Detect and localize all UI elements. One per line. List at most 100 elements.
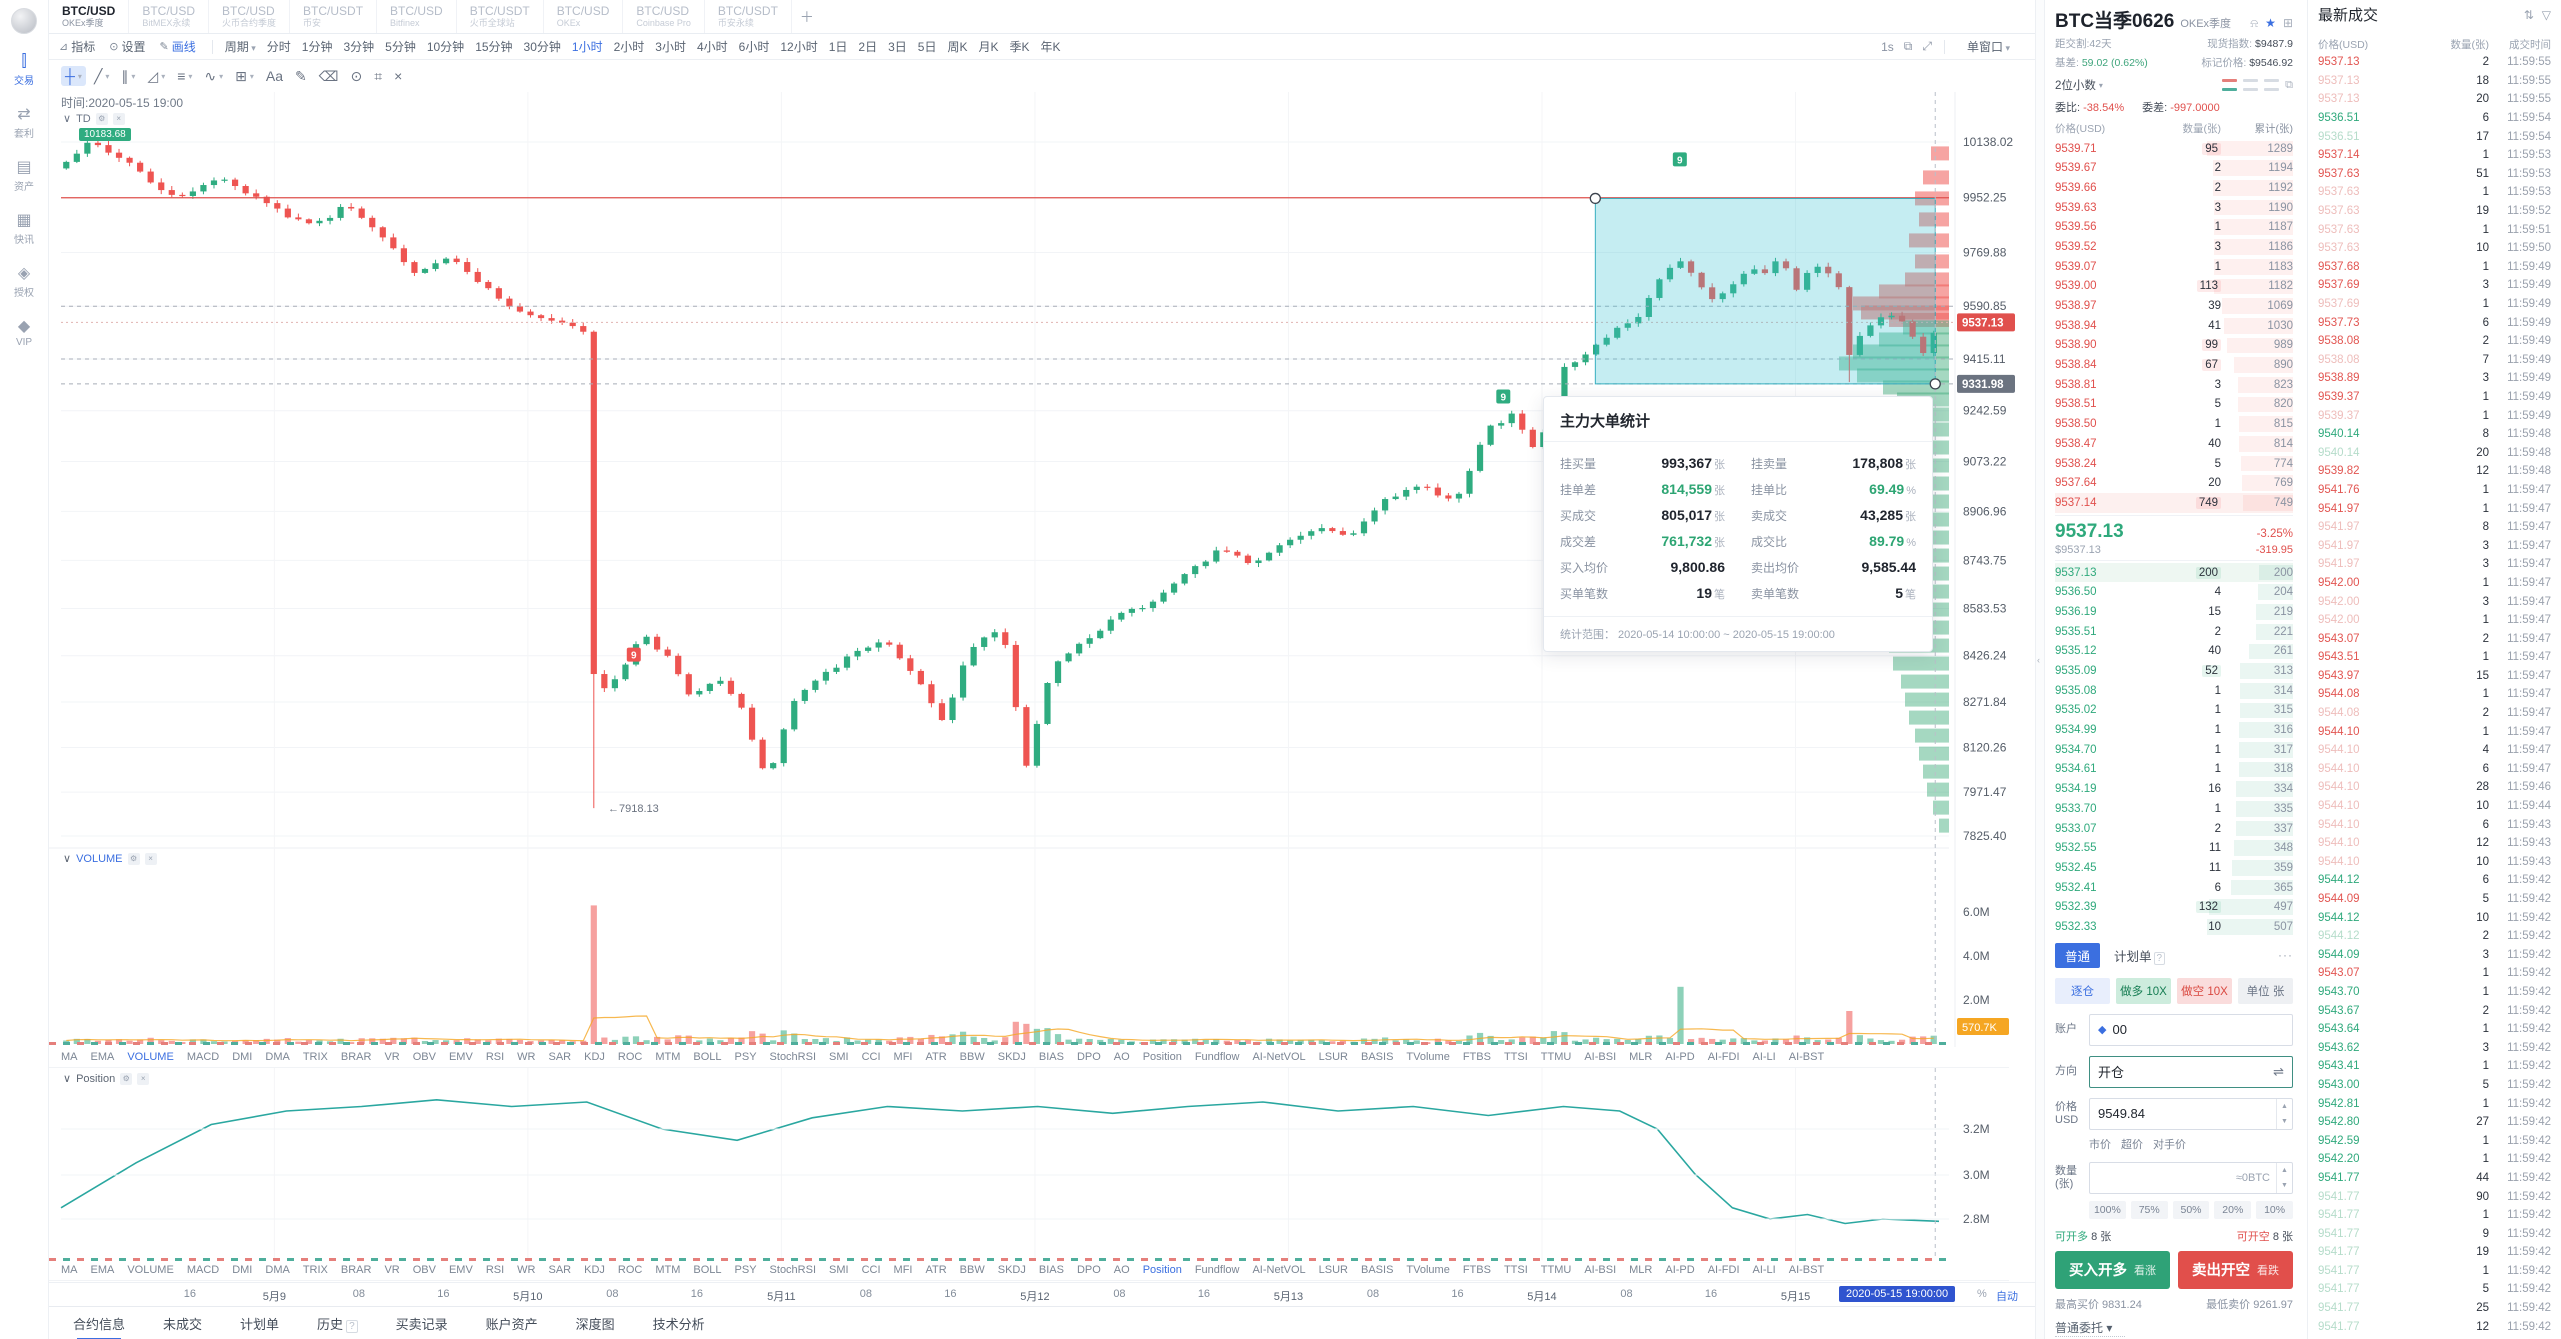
timeframe-12小时[interactable]: 12小时 <box>780 40 818 54</box>
draw-button[interactable]: ✎ 画线 <box>159 40 196 54</box>
bell-icon[interactable]: ⍾ <box>2250 16 2259 30</box>
indicator-settings-icon[interactable]: ⚙ <box>95 112 108 125</box>
bid-row[interactable]: 9535.51 2 221 <box>2055 623 2293 640</box>
bid-row[interactable]: 9534.70 1 317 <box>2055 741 2293 758</box>
bid-row[interactable]: 9535.09 52 313 <box>2055 663 2293 679</box>
indicator-button[interactable]: ⊿ 指标 <box>59 40 96 54</box>
indicator-tab-BOLL[interactable]: BOLL <box>693 1051 722 1063</box>
indicator-tab-Fundflow[interactable]: Fundflow <box>1194 1264 1240 1276</box>
timeframe-月K[interactable]: 月K <box>978 40 999 54</box>
indicator-tab-TRIX[interactable]: TRIX <box>302 1051 328 1063</box>
indicator-tab-KDJ[interactable]: KDJ <box>584 1264 605 1276</box>
indicator-tab-SAR[interactable]: SAR <box>548 1264 572 1276</box>
sidebar-item-快讯[interactable]: ▦ 快讯 <box>14 213 34 247</box>
sort-icon[interactable]: ⇅ <box>2523 7 2534 22</box>
settings-button[interactable]: ⊙ 设置 <box>109 40 146 54</box>
ask-row[interactable]: 9538.97 39 1069 <box>2055 298 2293 314</box>
axis-auto-toggle[interactable]: 自动 <box>1996 1291 2018 1303</box>
collapse-arrow-icon[interactable]: ‹ <box>2037 655 2040 665</box>
depth-view-both-icon[interactable] <box>2222 78 2238 91</box>
app-logo[interactable] <box>11 8 37 34</box>
account-field[interactable]: ◆ 00 <box>2089 1013 2293 1046</box>
indicator-tab-WR[interactable]: WR <box>517 1264 536 1276</box>
percent-10%[interactable]: 10% <box>2256 1200 2293 1219</box>
indicator-tab-FTBS[interactable]: FTBS <box>1462 1051 1491 1063</box>
collapse-icon[interactable]: ∨ <box>63 1073 72 1085</box>
indicator-tab-MFI[interactable]: MFI <box>893 1264 913 1276</box>
indicator-tab-AI-FDI[interactable]: AI-FDI <box>1707 1051 1740 1063</box>
tab-normal-order[interactable]: 普通 <box>2055 942 2101 968</box>
popout-icon[interactable]: ⧉ <box>2285 78 2293 91</box>
period-dropdown[interactable]: 周期 <box>225 38 256 55</box>
indicator-tab-Position[interactable]: Position <box>1142 1264 1182 1276</box>
indicator-tab-TTMU[interactable]: TTMU <box>1540 1051 1572 1063</box>
market-tab-Coinbase Pro[interactable]: BTC/USD Coinbase Pro <box>623 0 705 33</box>
market-tab-Bitfinex[interactable]: BTC/USD Bitfinex <box>377 0 457 33</box>
bid-row[interactable]: 9535.02 1 315 <box>2055 702 2293 719</box>
indicator-tab-OBV[interactable]: OBV <box>412 1264 436 1276</box>
timeframe-6小时[interactable]: 6小时 <box>738 40 770 54</box>
indicator-tab-Position[interactable]: Position <box>1142 1051 1182 1063</box>
indicator-tab-BBW[interactable]: BBW <box>959 1264 985 1276</box>
indicator-tab-CCI[interactable]: CCI <box>861 1051 881 1063</box>
indicator-tab-AI-FDI[interactable]: AI-FDI <box>1707 1264 1740 1276</box>
indicator-tab-ATR[interactable]: ATR <box>925 1264 947 1276</box>
indicator-tab-BIAS[interactable]: BIAS <box>1038 1264 1064 1276</box>
timeframe-5日[interactable]: 5日 <box>917 40 937 54</box>
percent-75%[interactable]: 75% <box>2130 1200 2168 1219</box>
side-select[interactable]: 开仓 ⇌ <box>2089 1055 2293 1088</box>
price-opt-市价[interactable]: 市价 <box>2089 1138 2111 1151</box>
indicator-tab-RSI[interactable]: RSI <box>485 1264 505 1276</box>
fullscreen-icon[interactable]: ⤢ <box>1922 39 1932 53</box>
indicator-tab-ROC[interactable]: ROC <box>617 1051 643 1063</box>
bid-row[interactable]: 9534.99 1 316 <box>2055 722 2293 738</box>
indicator-tab-StochRSI[interactable]: StochRSI <box>769 1051 817 1063</box>
buy-open-long-button[interactable]: 买入开多 看涨 <box>2055 1250 2170 1289</box>
depth-view-asks-icon[interactable] <box>2243 78 2259 91</box>
indicator-tab-MTM[interactable]: MTM <box>655 1264 681 1276</box>
indicator-tab-MA[interactable]: MA <box>61 1264 78 1276</box>
ask-row[interactable]: 9539.67 2 1194 <box>2055 160 2293 177</box>
more-icon[interactable]: ··· <box>2278 948 2293 963</box>
indicator-tab-TTMU[interactable]: TTMU <box>1540 1264 1572 1276</box>
indicator-tab-DPO[interactable]: DPO <box>1076 1051 1101 1063</box>
bid-row[interactable]: 9532.41 6 365 <box>2055 879 2293 896</box>
indicator-tab-AI-BST[interactable]: AI-BST <box>1788 1264 1825 1276</box>
market-tab-火币全球站[interactable]: BTC/USDT 火币全球站 <box>457 0 544 33</box>
bottom-tab-买卖记录[interactable]: 买卖记录 <box>395 1316 448 1332</box>
indicator-tab-SAR[interactable]: SAR <box>548 1051 572 1063</box>
price-input[interactable]: 9549.84 ▲ ▼ <box>2089 1097 2293 1130</box>
indicator-tab-TTSI[interactable]: TTSI <box>1503 1264 1528 1276</box>
indicator-tab-LSUR[interactable]: LSUR <box>1318 1264 1348 1276</box>
indicator-tab-DMA[interactable]: DMA <box>265 1264 290 1276</box>
indicator-tab-BIAS[interactable]: BIAS <box>1038 1051 1064 1063</box>
indicator-tab-LSUR[interactable]: LSUR <box>1318 1051 1348 1063</box>
magnet-tool-icon[interactable]: ⊙ <box>350 67 363 84</box>
candlestick-chart[interactable]: 10138.02 9952.25 9769.88 9590.85 9415.11 9242… <box>49 92 2035 1047</box>
chart-area[interactable]: 10138.02 9952.25 9769.88 9590.85 9415.11 9242… <box>49 92 2035 1306</box>
timeframe-10分钟[interactable]: 10分钟 <box>426 40 465 54</box>
indicator-tab-CCI[interactable]: CCI <box>861 1264 881 1276</box>
indicator-close-icon[interactable]: × <box>137 1072 150 1085</box>
pane-resize-handle[interactable] <box>49 1258 1949 1261</box>
indicator-tab-EMA[interactable]: EMA <box>90 1051 115 1063</box>
indicator-settings-icon[interactable]: ⚙ <box>127 852 140 865</box>
timeframe-1小时[interactable]: 1小时 <box>571 40 603 54</box>
indicator-tab-DMI[interactable]: DMI <box>232 1051 253 1063</box>
bid-row[interactable]: 9532.55 11 348 <box>2055 840 2293 857</box>
favorite-star-icon[interactable]: ★ <box>2265 16 2276 30</box>
ask-row[interactable]: 9538.50 1 815 <box>2055 416 2293 432</box>
timeframe-2日[interactable]: 2日 <box>858 40 878 54</box>
indicator-tab-MLR[interactable]: MLR <box>1629 1051 1653 1063</box>
market-tab-OKEx季度[interactable]: BTC/USD OKEx季度 <box>49 0 130 33</box>
triangle-tool-icon[interactable]: ◿ ▾ <box>147 67 166 84</box>
timeframe-3分钟[interactable]: 3分钟 <box>343 40 375 54</box>
market-tab-BitMEX永续[interactable]: BTC/USD BitMEX永续 <box>129 0 210 33</box>
indicator-tab-MA[interactable]: MA <box>61 1051 78 1063</box>
sidebar-item-套利[interactable]: ⇄ 套利 <box>14 107 34 141</box>
indicator-tab-MACD[interactable]: MACD <box>186 1051 220 1063</box>
indicator-tab-OBV[interactable]: OBV <box>412 1051 436 1063</box>
timeframe-4小时[interactable]: 4小时 <box>696 40 728 54</box>
ask-row[interactable]: 9538.81 3 823 <box>2055 376 2293 393</box>
sell-open-short-button[interactable]: 卖出开空 看跌 <box>2178 1250 2293 1289</box>
